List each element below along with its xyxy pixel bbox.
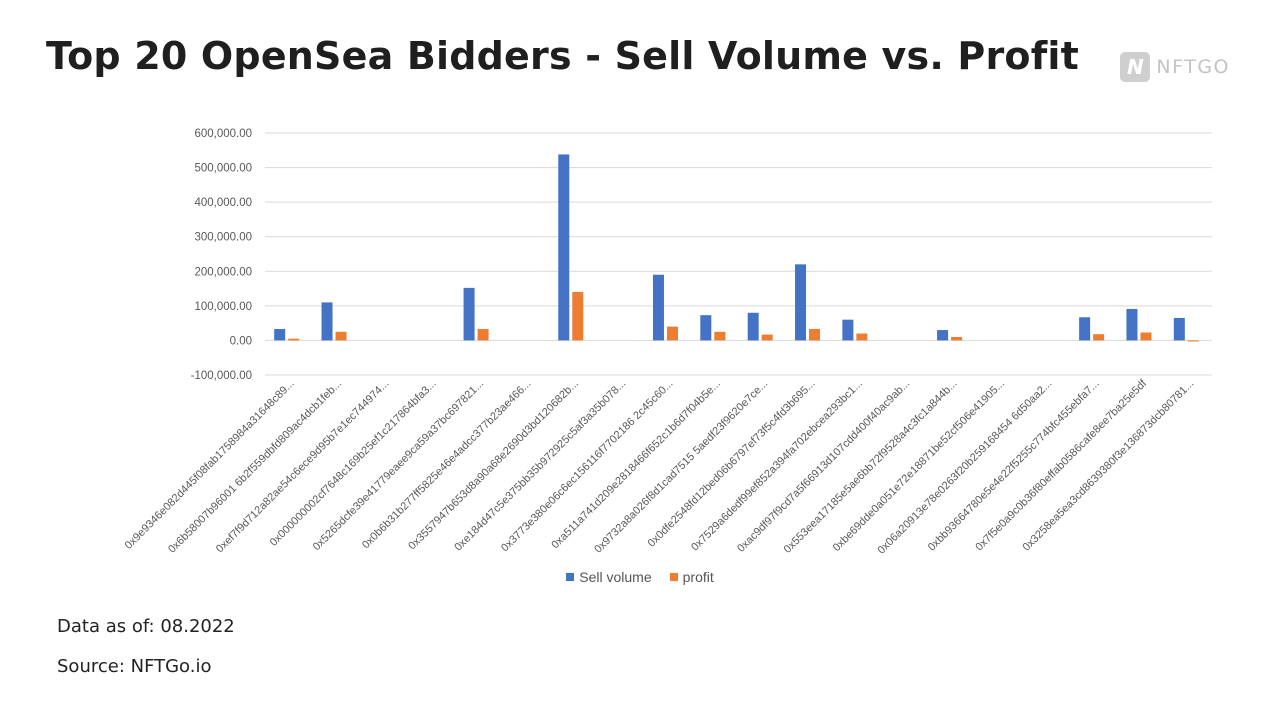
bar-sell-volume — [463, 287, 475, 341]
x-tick-label: 0xac9df97f9cd7a5f66913d107cdd400f40ac9ab… — [735, 378, 912, 555]
brand-text: NFTGO — [1156, 56, 1230, 78]
bar-profit — [666, 326, 678, 341]
bar-profit — [335, 331, 347, 341]
bar-profit — [1187, 340, 1199, 342]
x-tick-label: 0xe184d47c5e375bb35b972925c5af3a35b078..… — [452, 378, 628, 554]
bar-profit — [477, 329, 489, 341]
x-tick-label: 0x3258ea5ea3cd8639380f3e136873dcb80781..… — [1021, 378, 1197, 554]
bar-sell-volume — [558, 154, 570, 341]
y-tick-label: -100,000.00 — [191, 370, 252, 382]
data-date-note: Data as of: 08.2022 — [57, 616, 235, 637]
bar-sell-volume — [1173, 317, 1185, 341]
bar-sell-volume — [842, 319, 854, 341]
legend-label-sell-volume: Sell volume — [579, 569, 652, 585]
x-tick-label: 0xbe69dde0a051e72e18871be52cf506e41905..… — [831, 378, 1007, 554]
bar-chart: 600,000.00 500,000.00 400,000.00 300,000.00… — [123, 128, 1212, 557]
x-tick-label: 0x9e9346e082d445f08fab1758984a31648c89..… — [123, 378, 297, 552]
bar-profit — [1093, 334, 1105, 341]
y-tick-label: 500,000.00 — [194, 163, 252, 175]
bar-sell-volume — [937, 330, 949, 341]
legend-item-sell-volume: Sell volume — [566, 569, 652, 585]
legend-item-profit: profit — [669, 569, 714, 585]
bar-profit — [288, 338, 300, 341]
x-tick-label: 0xa511a741d209e2818466f652c1b6d7f04b5e..… — [549, 378, 723, 552]
x-tick-label: 0x7529a6dedf99ef852a394fa702ebcea293bc1.… — [689, 378, 865, 554]
y-tick-label: 300,000.00 — [194, 232, 252, 244]
y-tick-label: 0.00 — [230, 335, 252, 347]
bar-profit — [572, 292, 584, 341]
x-tick-label: 0x06a20913e78e0263f20b259168454 6d50aa2.… — [875, 378, 1054, 557]
y-tick-label: 100,000.00 — [194, 301, 252, 313]
bar-profit — [714, 331, 726, 341]
bar-sell-volume — [747, 312, 759, 341]
bar-sell-volume — [1126, 308, 1138, 341]
x-tick-label: 0xef7f9d712a82ae54c6ece9d95b7e1ec744974.… — [214, 378, 392, 556]
brand-logo: N NFTGO — [1120, 52, 1230, 82]
bar-profit — [856, 333, 868, 341]
y-tick-label: 200,000.00 — [194, 266, 252, 278]
bar-sell-volume — [652, 274, 664, 341]
x-tick-label: 0x3773e380e06c6ec156116f7702186 2c45c60.… — [499, 378, 676, 555]
legend-label-profit: profit — [682, 569, 714, 585]
legend-swatch-sell-volume — [566, 573, 575, 581]
bar-sell-volume — [1079, 317, 1091, 341]
x-tick-label: 0x3557947b653d8a90a68e2690d3bd120682b... — [406, 378, 581, 553]
nftgo-logo-icon: N — [1120, 52, 1151, 82]
x-tick-label: 0x0dfe2548fd12bed06b6797ef73f5c4fd3b695.… — [646, 378, 818, 550]
source-note: Source: NFTGo.io — [57, 656, 212, 677]
x-tick-label: 0x000000002cf7648c169b25ef1c217864bfa3..… — [268, 378, 439, 549]
bar-sell-volume — [795, 264, 807, 341]
bar-profit — [1140, 332, 1152, 341]
legend-swatch-profit — [669, 573, 678, 581]
chart-legend: Sell volume profit — [0, 569, 1280, 585]
x-tick-label: 0xbb93664780e5e4e22f5255c774bfc455ebfa7.… — [926, 378, 1102, 554]
y-tick-label: 400,000.00 — [194, 197, 252, 209]
x-tick-label: 0x9732a8a026f8d1cad7515 5aedf23f9620e7ce… — [592, 378, 770, 556]
page-title: Top 20 OpenSea Bidders - Sell Volume vs.… — [46, 34, 1080, 78]
y-tick-label: 600,000.00 — [194, 128, 252, 140]
bar-profit — [951, 336, 963, 341]
x-tick-label: 0x6b58007b96001 6b2f559dbfd809ac4dcb1feb… — [166, 378, 344, 556]
bar-sell-volume — [700, 315, 712, 341]
bar-profit — [809, 329, 821, 341]
bar-sell-volume — [321, 302, 333, 341]
x-tick-label: 0x7f5e0a9c0b36f80effab0586cafe8ee7ba25e5… — [973, 377, 1149, 553]
x-tick-label: 0x553eea17185e5ae6bb72f9528a4c3fc1a844b.… — [782, 378, 960, 556]
bar-sell-volume — [274, 329, 286, 341]
bar-profit — [761, 334, 773, 341]
x-tick-label: 0x0b6b31b277ff5825e46e4adcc377b23ae466..… — [360, 378, 534, 552]
x-tick-label: 0x5265dcfe39e41779eaee9ca59a37bc697821..… — [311, 378, 486, 553]
